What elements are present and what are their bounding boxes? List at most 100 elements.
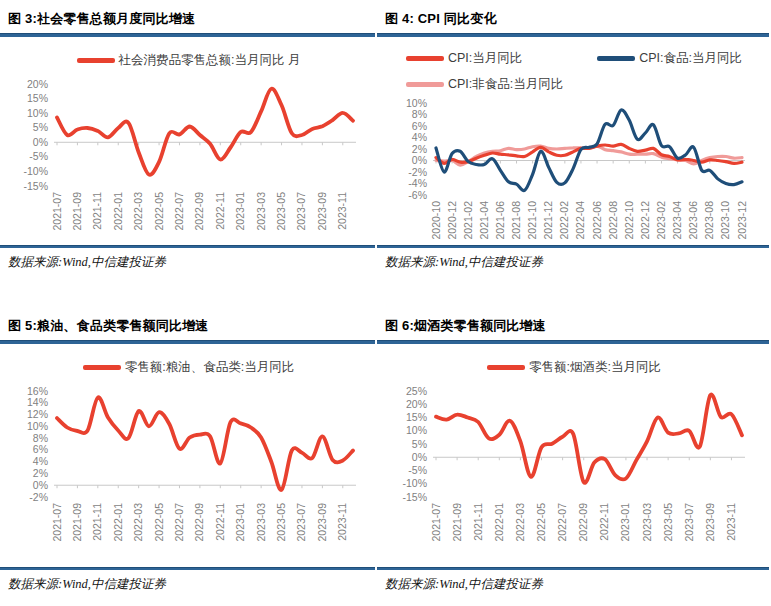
legend-item: 社会消费品零售总额:当月同比 月 <box>77 52 301 69</box>
x-axis-label: 2023-09 <box>316 192 328 231</box>
x-axis-label: 2023-01 <box>619 503 631 542</box>
y-axis-label: -5% <box>29 150 48 162</box>
x-axis-label: 2023-01 <box>234 503 246 542</box>
x-axis-label: 2021-11 <box>91 503 103 541</box>
cpi-line-chart: 10%8%6%4%2%0%-2%-4%-6%2020-102020-122021… <box>379 98 769 245</box>
x-axis-label: 2021-07 <box>430 503 442 542</box>
x-axis-label: 2022-01 <box>112 503 124 542</box>
y-axis-label: 8% <box>33 432 48 444</box>
x-axis-label: 2022-02 <box>558 201 570 240</box>
x-axis-label: 2023-07 <box>683 503 695 542</box>
x-axis-label: 2023-10 <box>719 201 731 240</box>
x-axis-label: 2023-03 <box>641 503 653 542</box>
y-axis-label: 4% <box>412 131 427 143</box>
figure-title: 图 4: CPI 同比变化 <box>385 10 763 28</box>
x-axis-label: 2022-09 <box>577 503 589 542</box>
panel-fig5: 图 5:粮油、食品类零售额同比增速 零售额:粮油、食品类:当月同比 16%14%… <box>0 300 377 606</box>
chart-legend: 社会消费品零售总额:当月同比 月 <box>0 52 377 69</box>
y-axis-label: -10% <box>402 477 427 489</box>
x-axis-label: 2021-07 <box>51 503 63 542</box>
y-axis-label: 20% <box>406 398 427 410</box>
y-axis-label: 5% <box>33 121 48 133</box>
y-axis-label: 16% <box>27 385 48 397</box>
x-axis-label: 2023-09 <box>704 503 716 542</box>
y-axis-label: 15% <box>27 92 48 104</box>
x-axis-label: 2022-11 <box>214 503 226 541</box>
chart-area: 25%20%15%10%5%0%-5%-10%-15%2021-072021-0… <box>379 384 771 552</box>
y-axis-label: -15% <box>23 180 48 192</box>
series-line <box>436 395 742 483</box>
x-axis-label: 2021-11 <box>472 503 484 541</box>
y-axis-label: 4% <box>33 455 48 467</box>
x-axis-label: 2021-02 <box>462 201 474 240</box>
x-axis-label: 2023-08 <box>703 201 715 240</box>
x-axis-label: 2022-01 <box>493 503 505 542</box>
x-axis-label: 2022-09 <box>193 192 205 231</box>
y-axis-label: 10% <box>406 424 427 436</box>
source-text: 数据来源:Wind,中信建投证券 <box>385 254 769 271</box>
x-axis-label: 2021-06 <box>494 201 506 240</box>
x-axis-label: 2023-09 <box>316 503 328 542</box>
x-axis-label: 2021-12 <box>542 201 554 240</box>
x-axis-label: 2022-05 <box>153 192 165 231</box>
chart-legend: CPI:当月同比 CPI:食品:当月同比 CPI:非食品:当月同比 <box>406 50 742 93</box>
x-axis-label: 2021-11 <box>91 192 103 230</box>
x-axis-label: 2020-10 <box>430 201 442 240</box>
legend-line-marker <box>597 56 635 61</box>
y-axis-label: 0% <box>412 451 427 463</box>
x-axis-label: 2022-06 <box>591 201 603 240</box>
legend-item: 零售额:烟酒类:当月同比 <box>487 359 661 376</box>
footer-rule <box>0 567 375 570</box>
y-axis-label: 5% <box>412 438 427 450</box>
figure-title: 图 5:粮油、食品类零售额同比增速 <box>8 317 369 335</box>
x-axis-label: 2021-07 <box>51 192 63 231</box>
panel-fig3: 图 3:社会零售总额月度同比增速 社会消费品零售总额:当月同比 月 20%15%… <box>0 0 377 300</box>
y-axis-label: 10% <box>27 107 48 119</box>
y-axis-label: 0% <box>33 479 48 491</box>
source-text: 数据来源:Wind,中信建投证券 <box>8 576 375 593</box>
source-note: 数据来源:Wind,中信建投证券 <box>0 245 375 271</box>
source-text: 数据来源:Wind,中信建投证券 <box>385 576 769 593</box>
x-axis-label: 2022-03 <box>132 503 144 542</box>
y-axis-label: 10% <box>27 420 48 432</box>
x-axis-label: 2022-10 <box>623 201 635 240</box>
x-axis-label: 2022-05 <box>153 503 165 542</box>
legend-line-marker <box>406 82 444 87</box>
legend-label: CPI:食品:当月同比 <box>639 50 742 67</box>
y-axis-label: 15% <box>406 411 427 423</box>
x-axis-label: 2023-11 <box>336 192 348 230</box>
figure-title: 图 6:烟酒类零售额同比增速 <box>385 317 763 335</box>
legend-line-marker <box>406 56 444 61</box>
x-axis-label: 2022-11 <box>598 503 610 541</box>
y-axis-label: 14% <box>27 396 48 408</box>
source-note: 数据来源:Wind,中信建投证券 <box>377 245 769 271</box>
y-axis-label: 20% <box>27 78 48 90</box>
x-axis-label: 2022-01 <box>112 192 124 231</box>
panel-fig4: 图 4: CPI 同比变化 CPI:当月同比 CPI:食品:当月同比 CPI:非… <box>377 0 771 300</box>
title-rule <box>0 340 375 344</box>
y-axis-label: -4% <box>408 177 427 189</box>
x-axis-label: 2023-05 <box>662 503 674 542</box>
x-axis-label: 2021-09 <box>451 503 463 542</box>
x-axis-label: 2023-04 <box>671 201 683 240</box>
series-line <box>436 110 742 191</box>
x-axis-label: 2022-05 <box>535 503 547 542</box>
x-axis-label: 2022-12 <box>639 201 651 240</box>
legend-line-marker <box>487 365 525 370</box>
x-axis-label: 2023-12 <box>736 201 748 240</box>
x-axis-label: 2023-02 <box>655 201 667 240</box>
y-axis-label: 2% <box>33 467 48 479</box>
footer-rule <box>377 567 769 570</box>
report-charts-page: 图 3:社会零售总额月度同比增速 社会消费品零售总额:当月同比 月 20%15%… <box>0 0 771 606</box>
x-axis-label: 2022-09 <box>193 503 205 542</box>
x-axis-label: 2021-08 <box>510 201 522 240</box>
x-axis-label: 2023-05 <box>275 192 287 231</box>
y-axis-label: -6% <box>408 189 427 201</box>
y-axis-label: 6% <box>412 120 427 132</box>
series-line <box>57 397 353 490</box>
chart-area: 20%15%10%5%0%-5%-10%-15%2021-072021-0920… <box>2 77 377 245</box>
x-axis-label: 2023-11 <box>336 503 348 541</box>
chart-legend: 零售额:粮油、食品类:当月同比 <box>0 359 377 376</box>
x-axis-label: 2023-03 <box>255 192 267 231</box>
x-axis-label: 2023-03 <box>255 503 267 542</box>
